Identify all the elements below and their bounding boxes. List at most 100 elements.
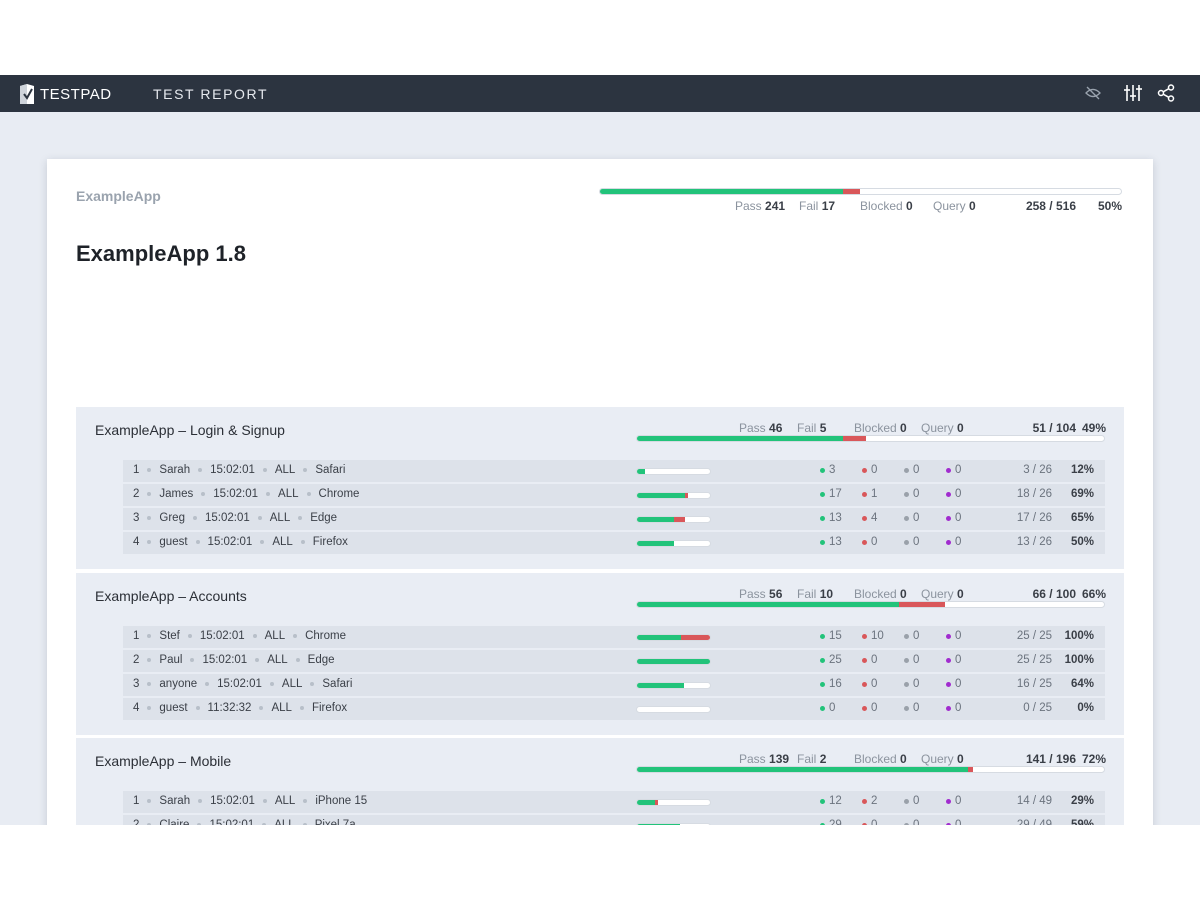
run-ratio: 25 / 25 xyxy=(1016,654,1052,666)
pass-fill xyxy=(637,635,681,640)
pass-label: Pass xyxy=(739,752,766,766)
run-fail-count: 0 xyxy=(862,654,877,666)
suite-pass-stat: Pass 56 xyxy=(739,587,782,601)
query-value: 0 xyxy=(955,819,962,825)
query-dot-icon xyxy=(946,539,951,545)
pass-value: 13 xyxy=(829,536,842,548)
suite-progress-bar xyxy=(636,766,1105,773)
run-pass-count: 13 xyxy=(820,512,842,524)
separator-dot xyxy=(147,516,152,520)
testpad-logo[interactable]: TESTPAD xyxy=(18,83,112,105)
overall-pass-stat: Pass 241 xyxy=(735,199,785,213)
run-row[interactable]: 4 guest 15:02:01 ALL Firefox 13 0 0 0 13 / 26 50% xyxy=(123,532,1105,554)
run-row[interactable]: 2 Paul 15:02:01 ALL Edge 25 0 0 0 25 / 25 100% xyxy=(123,650,1105,672)
run-tester: anyone xyxy=(159,678,198,690)
run-ratio: 29 / 49 xyxy=(1016,819,1052,825)
run-query-count: 0 xyxy=(946,702,961,714)
run-browser: Firefox xyxy=(311,702,348,714)
query-label: Query xyxy=(933,199,966,213)
separator-dot xyxy=(147,468,152,472)
run-browser: iPhone 15 xyxy=(315,795,368,807)
fail-dot-icon xyxy=(862,467,867,473)
separator-dot xyxy=(190,658,195,662)
run-row[interactable]: 2 Claire 15:02:01 ALL Pixel 7a 29 0 0 0 29 / 49 59… xyxy=(123,815,1105,825)
run-num: 2 xyxy=(133,654,140,666)
separator-dot xyxy=(259,706,264,710)
suite-query-stat: Query 0 xyxy=(921,421,964,435)
share-icon[interactable] xyxy=(1155,82,1177,104)
run-scope: ALL xyxy=(267,654,288,666)
run-percent: 29% xyxy=(1070,795,1094,807)
run-row[interactable]: 1 Stef 15:02:01 ALL Chrome 15 10 0 0 25 / 25 100% xyxy=(123,626,1105,648)
separator-dot xyxy=(266,492,271,496)
run-scope: ALL xyxy=(274,464,296,476)
fail-dot-icon xyxy=(862,539,867,545)
run-scope: ALL xyxy=(264,630,286,642)
suite-ratio: 141 / 196 xyxy=(1025,752,1076,766)
fail-value: 1 xyxy=(871,488,878,500)
sliders-icon[interactable] xyxy=(1122,82,1144,104)
fail-fill xyxy=(843,436,866,441)
run-counts: 12 2 0 0 xyxy=(820,795,980,809)
separator-dot xyxy=(262,823,267,825)
fail-value: 0 xyxy=(871,678,878,690)
run-pass-count: 15 xyxy=(820,630,842,642)
run-row[interactable]: 1 Sarah 15:02:01 ALL Safari 3 0 0 0 3 / 26 12% xyxy=(123,460,1105,482)
run-counts: 3 0 0 0 xyxy=(820,464,980,478)
run-row[interactable]: 3 Greg 15:02:01 ALL Edge 13 4 0 0 17 / 26 65% xyxy=(123,508,1105,530)
fail-fill xyxy=(673,517,685,522)
query-value: 0 xyxy=(955,702,962,714)
query-dot-icon xyxy=(946,822,951,825)
query-value: 0 xyxy=(955,795,962,807)
pass-fill xyxy=(637,800,655,805)
run-query-count: 0 xyxy=(946,536,961,548)
suite-section: ExampleApp – Accounts Pass 56 Fail 10 Block… xyxy=(76,573,1124,735)
separator-dot xyxy=(302,823,307,825)
pass-value: 16 xyxy=(829,678,842,690)
run-num: 1 xyxy=(133,630,140,642)
run-percent: 12% xyxy=(1070,464,1094,476)
separator-dot xyxy=(306,492,311,496)
run-progress-bar xyxy=(636,492,711,499)
run-row[interactable]: 1 Sarah 15:02:01 ALL iPhone 15 12 2 0 0 14 / 49 29… xyxy=(123,791,1105,813)
run-browser: Firefox xyxy=(312,536,348,548)
pass-value: 29 xyxy=(829,819,842,825)
run-row[interactable]: 4 guest 11:32:32 ALL Firefox 0 0 0 0 0 / 25 0% xyxy=(123,698,1105,720)
pass-fill xyxy=(637,469,646,474)
run-pass-count: 0 xyxy=(820,702,835,714)
query-dot-icon xyxy=(946,515,951,521)
run-time: 15:02:01 xyxy=(213,488,259,500)
fail-fill xyxy=(968,767,973,772)
suite-fail-stat: Fail 2 xyxy=(797,752,826,766)
run-progress-bar xyxy=(636,823,711,825)
run-ratio: 13 / 26 xyxy=(1016,536,1052,548)
pass-dot-icon xyxy=(820,467,825,473)
run-fail-count: 2 xyxy=(862,795,877,807)
fail-fill xyxy=(843,189,861,194)
run-ratio: 16 / 25 xyxy=(1016,678,1052,690)
separator-dot xyxy=(147,799,152,803)
suite-fail-stat: Fail 10 xyxy=(797,587,833,601)
pass-value: 0 xyxy=(829,702,836,714)
hidden-eye-icon[interactable] xyxy=(1082,82,1104,104)
overall-ratio: 258 / 516 xyxy=(1025,199,1076,213)
run-percent: 100% xyxy=(1064,630,1094,642)
run-scope: ALL xyxy=(272,536,293,548)
fail-value: 2 xyxy=(871,795,878,807)
run-progress-bar xyxy=(636,658,711,665)
run-row[interactable]: 3 anyone 15:02:01 ALL Safari 16 0 0 0 16 / 25 64% xyxy=(123,674,1105,696)
run-num: 2 xyxy=(133,488,140,500)
separator-dot xyxy=(147,540,152,544)
separator-dot xyxy=(269,682,274,686)
fail-dot-icon xyxy=(862,798,867,804)
pass-dot-icon xyxy=(820,705,825,711)
run-row[interactable]: 2 James 15:02:01 ALL Chrome 17 1 0 0 18 / 26 69% xyxy=(123,484,1105,506)
run-blocked-count: 0 xyxy=(904,512,919,524)
blocked-value: 0 xyxy=(913,536,920,548)
report-card: ExampleApp ExampleApp 1.8 Pass 241 Fail 1… xyxy=(47,159,1153,825)
run-info: 1 Sarah 15:02:01 ALL Safari xyxy=(133,464,345,476)
suite-blocked-stat: Blocked 0 xyxy=(854,752,907,766)
overall-progress-bar xyxy=(599,188,1122,195)
run-percent: 100% xyxy=(1064,654,1094,666)
run-ratio: 3 / 26 xyxy=(1023,464,1052,476)
